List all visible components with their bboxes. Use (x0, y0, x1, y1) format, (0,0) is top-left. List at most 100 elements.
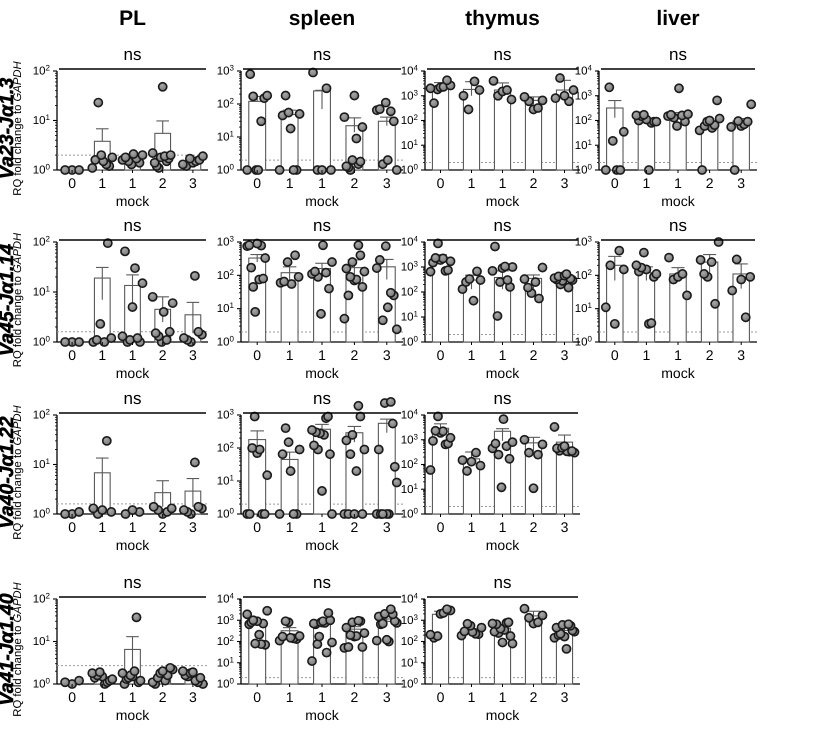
svg-text:mock: mock (116, 193, 150, 209)
svg-text:1: 1 (468, 689, 476, 705)
svg-text:1: 1 (499, 519, 507, 535)
svg-text:1: 1 (674, 347, 682, 363)
svg-text:0: 0 (68, 175, 76, 191)
svg-text:ns: ns (124, 216, 142, 235)
svg-text:2: 2 (351, 175, 359, 191)
svg-text:ns: ns (313, 216, 331, 235)
svg-text:1: 1 (129, 519, 137, 535)
svg-text:1: 1 (499, 689, 507, 705)
svg-text:2: 2 (530, 689, 538, 705)
svg-text:3: 3 (561, 347, 569, 363)
svg-text:mock: mock (486, 193, 520, 209)
svg-text:1: 1 (468, 519, 476, 535)
svg-text:3: 3 (189, 347, 197, 363)
svg-text:3: 3 (189, 519, 197, 535)
svg-text:mock: mock (305, 193, 339, 209)
svg-text:mock: mock (486, 537, 520, 553)
svg-text:ns: ns (313, 389, 331, 408)
svg-text:mock: mock (661, 193, 695, 209)
svg-text:0: 0 (68, 519, 76, 535)
svg-text:RQ fold change to GAPDH: RQ fold change to GAPDH (12, 232, 24, 367)
svg-text:1: 1 (129, 689, 137, 705)
svg-text:ns: ns (124, 573, 142, 592)
svg-text:ns: ns (669, 45, 687, 64)
svg-text:1: 1 (98, 689, 106, 705)
svg-text:mock: mock (116, 707, 150, 723)
svg-text:2: 2 (351, 689, 359, 705)
svg-text:2: 2 (351, 347, 359, 363)
svg-text:ns: ns (494, 45, 512, 64)
svg-text:mock: mock (305, 365, 339, 381)
svg-text:2: 2 (159, 689, 167, 705)
svg-text:1: 1 (499, 347, 507, 363)
svg-text:0: 0 (611, 175, 619, 191)
svg-text:2: 2 (530, 519, 538, 535)
svg-text:3: 3 (737, 347, 745, 363)
svg-text:mock: mock (305, 707, 339, 723)
svg-text:2: 2 (159, 519, 167, 535)
svg-text:RQ fold change to GAPDH: RQ fold change to GAPDH (12, 581, 24, 716)
svg-text:0: 0 (253, 689, 261, 705)
svg-text:3: 3 (383, 689, 391, 705)
svg-text:1: 1 (318, 519, 326, 535)
svg-text:0: 0 (253, 347, 261, 363)
svg-text:1: 1 (643, 347, 651, 363)
svg-text:2: 2 (159, 175, 167, 191)
svg-text:1: 1 (129, 175, 137, 191)
svg-text:2: 2 (706, 175, 714, 191)
svg-text:3: 3 (189, 689, 197, 705)
svg-text:1: 1 (98, 519, 106, 535)
svg-text:1: 1 (98, 347, 106, 363)
svg-text:ns: ns (124, 45, 142, 64)
svg-text:ns: ns (124, 389, 142, 408)
svg-text:ns: ns (494, 573, 512, 592)
svg-text:mock: mock (661, 365, 695, 381)
svg-text:3: 3 (561, 689, 569, 705)
svg-text:3: 3 (189, 175, 197, 191)
svg-text:mock: mock (116, 365, 150, 381)
svg-text:1: 1 (674, 175, 682, 191)
svg-text:1: 1 (318, 347, 326, 363)
svg-text:liver: liver (656, 7, 699, 30)
svg-text:mock: mock (305, 537, 339, 553)
svg-text:3: 3 (737, 175, 745, 191)
svg-text:1: 1 (468, 175, 476, 191)
svg-text:2: 2 (351, 519, 359, 535)
svg-text:0: 0 (253, 175, 261, 191)
svg-text:mock: mock (486, 707, 520, 723)
svg-text:ns: ns (494, 216, 512, 235)
svg-text:3: 3 (383, 347, 391, 363)
svg-text:2: 2 (159, 347, 167, 363)
svg-text:thymus: thymus (465, 7, 540, 30)
svg-text:2: 2 (530, 347, 538, 363)
svg-text:1: 1 (499, 175, 507, 191)
svg-text:ns: ns (313, 45, 331, 64)
svg-text:3: 3 (383, 519, 391, 535)
svg-text:ns: ns (669, 216, 687, 235)
svg-text:1: 1 (286, 175, 294, 191)
svg-text:2: 2 (530, 175, 538, 191)
svg-text:0: 0 (68, 689, 76, 705)
svg-text:mock: mock (116, 537, 150, 553)
svg-text:1: 1 (286, 347, 294, 363)
svg-text:1: 1 (643, 175, 651, 191)
svg-text:1: 1 (286, 519, 294, 535)
svg-text:0: 0 (437, 347, 445, 363)
svg-text:PL: PL (119, 7, 146, 30)
svg-text:ns: ns (494, 389, 512, 408)
svg-text:mock: mock (486, 365, 520, 381)
svg-text:0: 0 (611, 347, 619, 363)
svg-text:spleen: spleen (289, 7, 356, 30)
svg-text:RQ fold change to GAPDH: RQ fold change to GAPDH (12, 404, 24, 539)
svg-text:2: 2 (706, 347, 714, 363)
svg-text:0: 0 (68, 347, 76, 363)
svg-text:1: 1 (129, 347, 137, 363)
svg-text:1: 1 (318, 175, 326, 191)
svg-text:0: 0 (437, 689, 445, 705)
svg-text:1: 1 (286, 689, 294, 705)
svg-text:3: 3 (383, 175, 391, 191)
svg-text:3: 3 (561, 519, 569, 535)
svg-text:RQ fold change to GAPDH: RQ fold change to GAPDH (12, 60, 24, 195)
svg-text:ns: ns (313, 573, 331, 592)
svg-text:0: 0 (253, 519, 261, 535)
